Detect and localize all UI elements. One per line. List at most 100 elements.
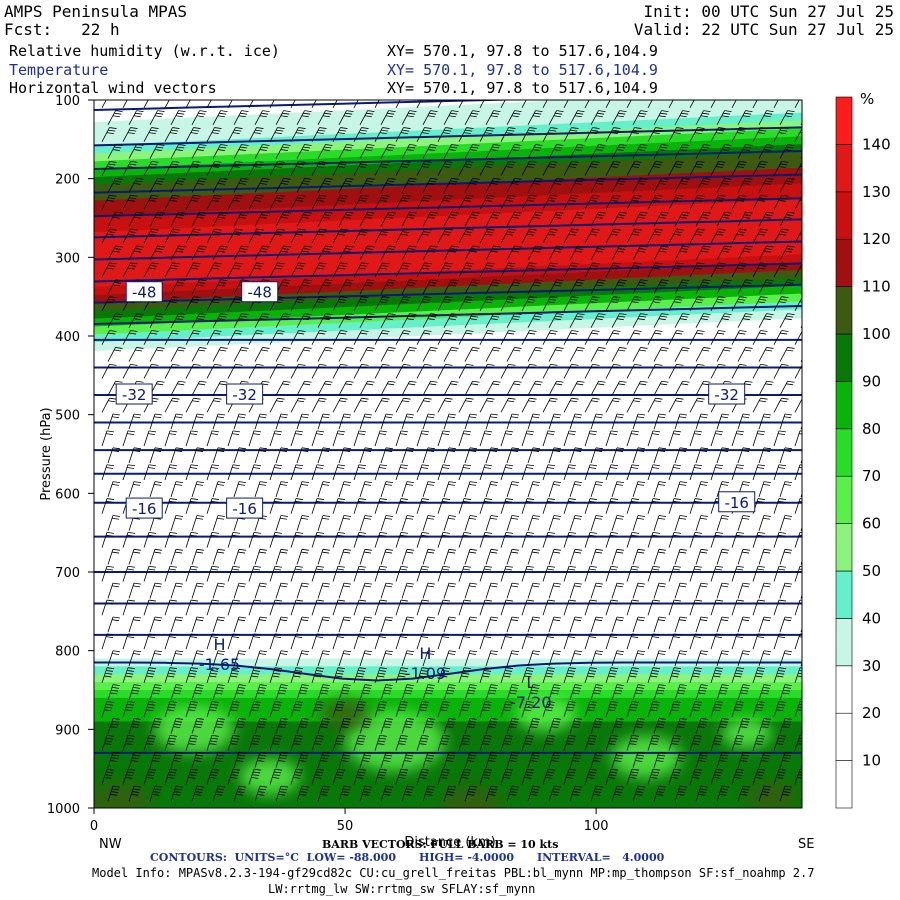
barb-feather <box>402 96 409 97</box>
barb-feather <box>715 166 723 168</box>
rh-patch <box>239 758 300 795</box>
wind-barb <box>107 177 123 193</box>
barb-feather <box>156 248 164 250</box>
wind-barb <box>296 177 312 193</box>
barb-feather <box>177 248 185 250</box>
barb-feather <box>316 132 324 135</box>
wind-barb <box>800 147 814 159</box>
wind-barb <box>170 211 186 227</box>
wind-barb <box>149 110 165 125</box>
barb-feather <box>400 166 408 168</box>
barb-feather <box>325 144 333 146</box>
wind-barb <box>800 458 802 464</box>
wind-barb <box>416 194 432 210</box>
barb-feather <box>472 144 480 146</box>
barb-feather <box>528 96 535 97</box>
barb-feather <box>303 146 311 149</box>
barb-feather <box>639 112 647 115</box>
barb-feather <box>598 110 606 113</box>
barb-feather <box>660 180 668 183</box>
barb-feather <box>169 132 177 135</box>
barb-staff <box>668 100 674 109</box>
barb-feather <box>241 245 249 248</box>
barb-feather <box>408 214 416 217</box>
barb-feather <box>787 144 795 146</box>
wind-barb <box>800 325 802 328</box>
wind-barb <box>296 110 312 125</box>
wind-barb <box>584 127 600 142</box>
barb-feather <box>360 197 368 200</box>
barb-feather <box>571 127 579 129</box>
barb-feather <box>534 112 542 115</box>
barb-feather <box>445 228 453 231</box>
barb-feather <box>276 163 284 166</box>
barb-feather <box>214 160 222 163</box>
barb-feather <box>259 115 267 118</box>
barb-feather <box>555 112 563 115</box>
wind-barb <box>548 177 564 193</box>
barb-feather <box>532 216 540 219</box>
barb-feather <box>282 146 290 149</box>
barb-feather <box>316 166 324 168</box>
wind-barb <box>164 127 180 142</box>
barb-feather <box>591 231 599 233</box>
barb-feather <box>259 216 267 219</box>
barb-feather <box>388 177 396 180</box>
barb-feather <box>444 129 452 132</box>
barb-feather <box>219 180 227 183</box>
barb-feather <box>387 214 395 217</box>
wind-barb <box>527 177 543 193</box>
barb-feather <box>445 160 453 163</box>
wind-barb <box>626 127 642 142</box>
barb-feather <box>301 115 309 118</box>
barb-feather <box>364 182 372 185</box>
wind-barb <box>380 144 396 159</box>
barb-feather <box>451 177 459 180</box>
barb-feather <box>555 146 563 149</box>
barb-feather <box>402 129 410 132</box>
wind-barb <box>170 110 186 125</box>
wind-barb <box>437 94 453 109</box>
barb-feather <box>807 147 814 148</box>
barb-feather <box>535 177 543 180</box>
barb-feather <box>316 233 324 236</box>
wind-barb <box>626 160 642 176</box>
barb-feather <box>424 127 432 129</box>
barb-feather <box>136 211 144 214</box>
barb-feather <box>283 144 291 146</box>
wind-barb <box>290 127 306 142</box>
barb-feather <box>322 149 330 151</box>
barb-feather <box>652 199 660 202</box>
barb-feather <box>262 110 270 113</box>
barb-feather <box>550 160 558 163</box>
barb-feather <box>597 180 605 183</box>
wind-barb <box>464 144 480 159</box>
barb-feather <box>259 182 267 185</box>
barb-feather <box>486 96 493 97</box>
barb-feather <box>339 129 347 132</box>
barb-feather <box>192 96 199 97</box>
barb-feather <box>633 96 640 97</box>
barb-feather <box>505 199 513 202</box>
barb-feather <box>157 144 165 146</box>
barb-feather <box>446 94 453 95</box>
barb-staff <box>458 100 464 109</box>
barb-feather <box>577 110 585 113</box>
barb-feather <box>238 250 246 253</box>
barb-feather <box>303 214 311 217</box>
barb-feather <box>387 146 395 149</box>
wind-barb <box>458 127 474 142</box>
barb-feather <box>234 129 242 132</box>
barb-feather <box>157 177 165 180</box>
barb-feather <box>154 182 162 185</box>
wind-barb <box>695 110 711 125</box>
barb-feather <box>697 228 705 231</box>
barb-feather <box>280 115 288 118</box>
wind-barb <box>716 211 732 227</box>
wind-barb <box>779 110 795 125</box>
barb-feather <box>574 149 582 151</box>
barb-feather <box>577 144 585 146</box>
barb-feather <box>507 129 515 132</box>
wind-barb <box>800 223 802 227</box>
wind-barb <box>212 144 228 159</box>
